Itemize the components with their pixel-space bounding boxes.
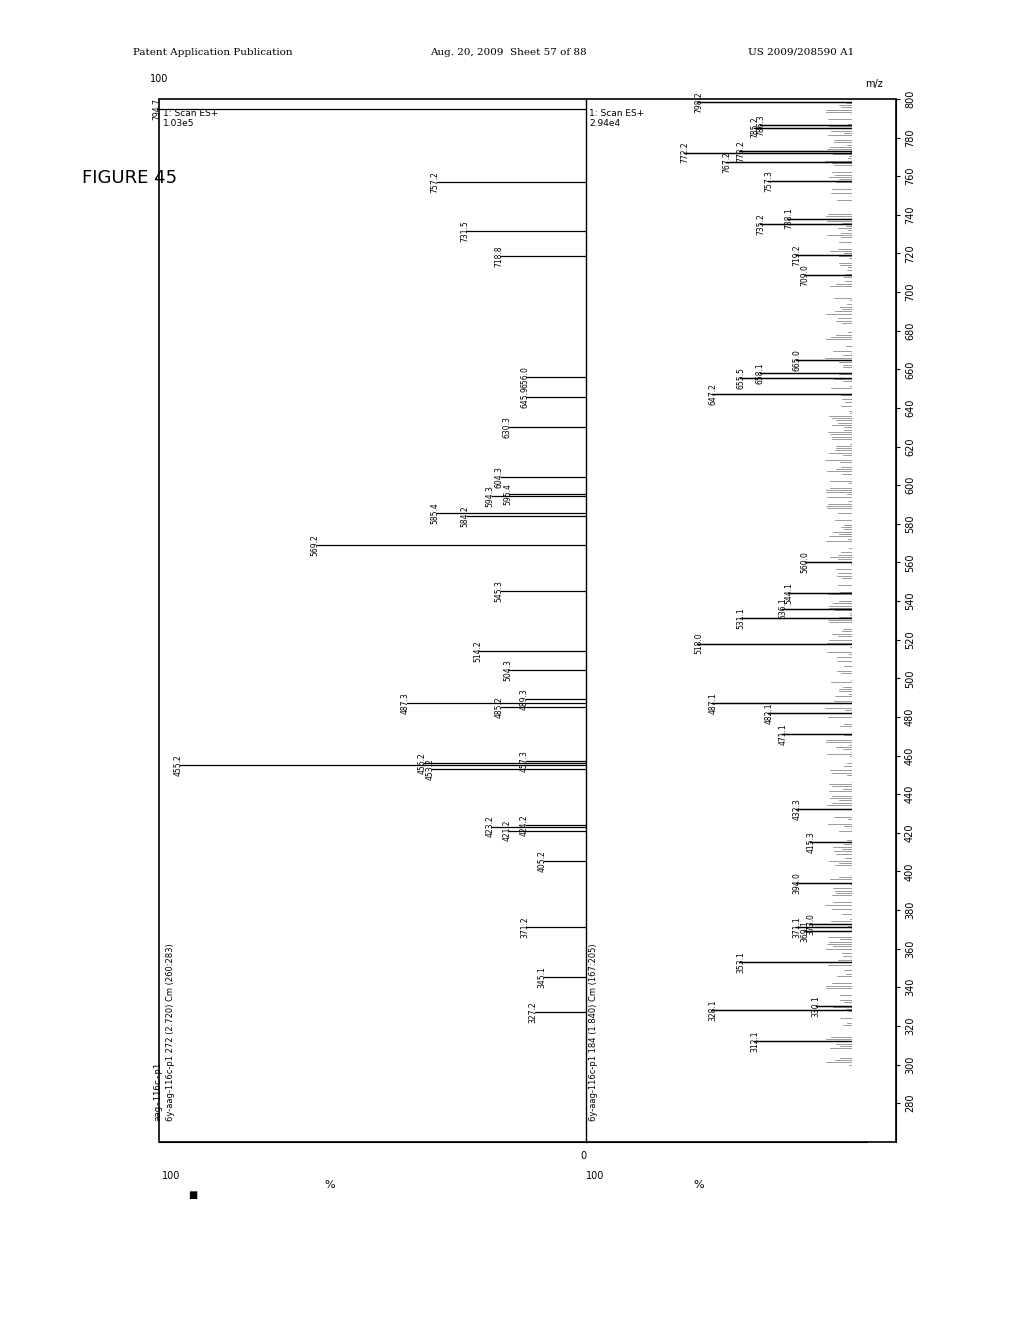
Text: 455.2: 455.2 <box>174 754 182 776</box>
Text: 489.3: 489.3 <box>520 688 529 710</box>
Text: 595.4: 595.4 <box>503 483 512 506</box>
Text: 405.2: 405.2 <box>538 850 546 873</box>
Text: 584.2: 584.2 <box>460 506 469 527</box>
Text: 514.2: 514.2 <box>473 640 482 661</box>
Text: 1: Scan ES+
2.94e4: 1: Scan ES+ 2.94e4 <box>589 108 644 128</box>
Text: 536.1: 536.1 <box>778 598 787 619</box>
Text: 423.2: 423.2 <box>485 816 495 837</box>
Text: 658.1: 658.1 <box>756 362 765 384</box>
Text: 560.0: 560.0 <box>801 552 810 573</box>
Text: 544.1: 544.1 <box>783 582 793 605</box>
Text: 100: 100 <box>586 1171 604 1181</box>
Text: 0: 0 <box>581 1151 587 1162</box>
Text: 327.2: 327.2 <box>528 1001 538 1023</box>
Text: 794.7: 794.7 <box>153 98 162 120</box>
Text: 656.0: 656.0 <box>520 366 529 388</box>
Text: 487.1: 487.1 <box>709 693 717 714</box>
Text: 471.1: 471.1 <box>778 723 787 744</box>
Text: 773.2: 773.2 <box>736 140 745 161</box>
Text: 100: 100 <box>163 1171 181 1181</box>
Text: 485.2: 485.2 <box>495 696 504 718</box>
Text: 757.3: 757.3 <box>764 170 773 193</box>
Text: 504.3: 504.3 <box>503 659 512 681</box>
Text: 330.1: 330.1 <box>812 995 821 1018</box>
Text: 798.2: 798.2 <box>694 91 703 114</box>
Text: 415.3: 415.3 <box>806 832 815 853</box>
Text: 786.3: 786.3 <box>756 115 765 136</box>
Text: 569.2: 569.2 <box>310 533 319 556</box>
Text: 1: Scan ES+
1.03e5: 1: Scan ES+ 1.03e5 <box>163 108 218 128</box>
Text: 371.2: 371.2 <box>520 916 529 939</box>
Text: FIGURE 45: FIGURE 45 <box>82 169 177 187</box>
Text: US 2009/208590 A1: US 2009/208590 A1 <box>748 48 854 57</box>
Text: 647.2: 647.2 <box>709 383 717 405</box>
Text: 373.0: 373.0 <box>806 912 815 935</box>
Text: 345.1: 345.1 <box>538 966 546 989</box>
Text: 371.1: 371.1 <box>793 916 801 939</box>
Text: 645.9: 645.9 <box>520 385 529 408</box>
Text: 394.0: 394.0 <box>793 873 801 894</box>
Text: 424.2: 424.2 <box>520 814 529 836</box>
Text: 6y-aag-116c-p1 272 (2.720) Cm (260:283): 6y-aag-116c-p1 272 (2.720) Cm (260:283) <box>166 944 175 1121</box>
Text: 369.1: 369.1 <box>801 920 810 942</box>
Text: 630.3: 630.3 <box>503 416 512 438</box>
Text: 731.5: 731.5 <box>460 220 469 242</box>
Text: aag-116c-p1: aag-116c-p1 <box>154 1061 163 1121</box>
Text: 328.1: 328.1 <box>709 999 717 1022</box>
Text: 482.1: 482.1 <box>764 702 773 723</box>
Text: 585.4: 585.4 <box>430 503 439 524</box>
Text: 785.2: 785.2 <box>751 116 759 139</box>
Text: 665.0: 665.0 <box>793 348 801 371</box>
Text: %: % <box>325 1180 335 1191</box>
Text: 487.3: 487.3 <box>400 692 410 714</box>
Text: 432.3: 432.3 <box>793 799 801 820</box>
Text: 767.2: 767.2 <box>722 152 731 173</box>
Text: 709.0: 709.0 <box>801 264 810 285</box>
Text: 604.3: 604.3 <box>495 466 504 488</box>
Text: 757.2: 757.2 <box>430 170 439 193</box>
Text: Patent Application Publication: Patent Application Publication <box>133 48 293 57</box>
Text: 545.3: 545.3 <box>495 579 504 602</box>
Text: 655.5: 655.5 <box>736 367 745 389</box>
Text: m/z: m/z <box>865 79 883 88</box>
Text: ■: ■ <box>188 1191 198 1200</box>
Text: 100: 100 <box>150 74 168 83</box>
Text: 735.2: 735.2 <box>756 214 765 235</box>
Text: 456.2: 456.2 <box>418 752 426 774</box>
Text: 594.3: 594.3 <box>485 486 495 507</box>
Text: 6y-aag-116c-p1 184 (1.840) Cm (167:205): 6y-aag-116c-p1 184 (1.840) Cm (167:205) <box>590 944 598 1121</box>
Text: 772.2: 772.2 <box>680 141 689 164</box>
Text: 738.1: 738.1 <box>783 207 793 230</box>
Text: 719.2: 719.2 <box>793 244 801 265</box>
Text: 457.3: 457.3 <box>520 750 529 772</box>
Text: 531.1: 531.1 <box>736 607 745 630</box>
Text: 518.0: 518.0 <box>694 632 703 655</box>
Text: 353.1: 353.1 <box>736 952 745 973</box>
Text: Aug. 20, 2009  Sheet 57 of 88: Aug. 20, 2009 Sheet 57 of 88 <box>430 48 587 57</box>
Text: 421.2: 421.2 <box>503 820 512 841</box>
Text: 453.2: 453.2 <box>426 758 435 780</box>
Text: %: % <box>693 1180 703 1191</box>
Text: 312.1: 312.1 <box>751 1031 759 1052</box>
Text: 718.8: 718.8 <box>495 246 504 267</box>
